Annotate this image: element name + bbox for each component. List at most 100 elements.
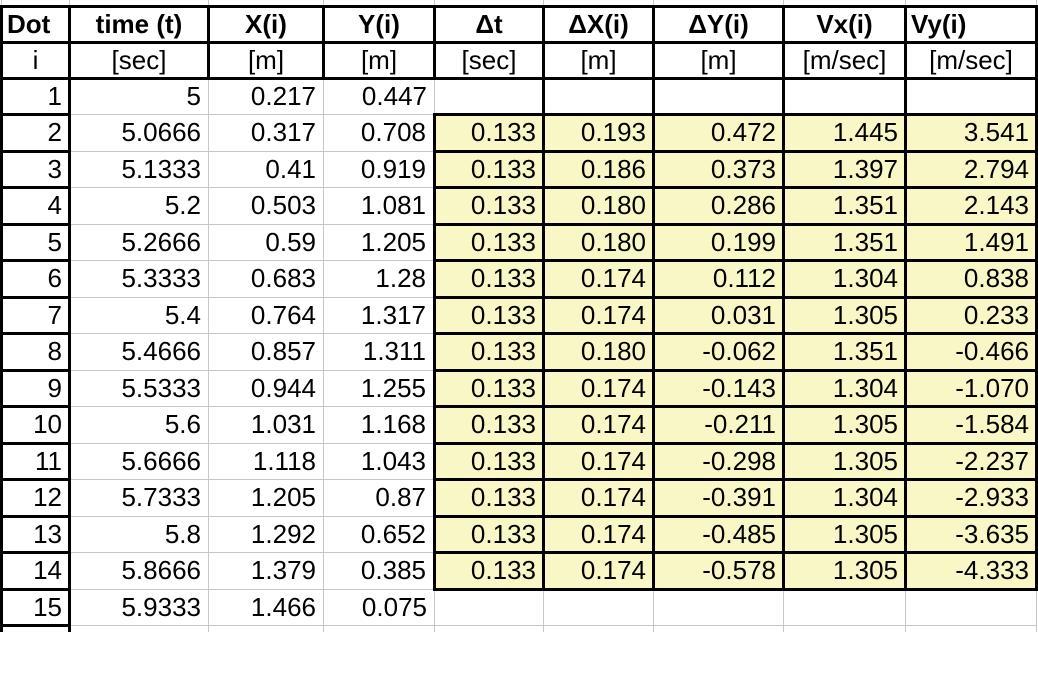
cell-x-15[interactable]: 1.466 bbox=[208, 588, 324, 626]
cell-vx-1[interactable] bbox=[782, 76, 907, 116]
cell-dot-9[interactable]: 9 bbox=[0, 368, 71, 408]
cell-y-1[interactable]: 0.447 bbox=[323, 77, 435, 115]
cell-dt-2[interactable]: 0.133 bbox=[433, 113, 545, 153]
cell-time-1[interactable]: 5 bbox=[69, 77, 209, 115]
cell-vy-10[interactable]: -1.584 bbox=[904, 405, 1038, 445]
cell-time-15[interactable]: 5.9333 bbox=[69, 588, 209, 626]
cell-x-12[interactable]: 1.205 bbox=[208, 479, 324, 517]
cell-dot-6[interactable]: 6 bbox=[0, 259, 71, 299]
cell-vy-9[interactable]: -1.070 bbox=[904, 368, 1038, 408]
cell-vy-5[interactable]: 1.491 bbox=[904, 222, 1038, 262]
cell-y-6[interactable]: 1.28 bbox=[323, 260, 435, 298]
cell-dx-7[interactable]: 0.174 bbox=[542, 295, 655, 335]
cell-x-6[interactable]: 0.683 bbox=[208, 260, 324, 298]
cell-dx-10[interactable]: 0.174 bbox=[542, 405, 655, 445]
cell-dot-13[interactable]: 13 bbox=[0, 514, 71, 554]
cell-vx-2[interactable]: 1.445 bbox=[782, 113, 907, 153]
cell-y-14[interactable]: 0.385 bbox=[323, 552, 435, 590]
cell-dy-6[interactable]: 0.112 bbox=[652, 259, 785, 299]
cell-dx-13[interactable]: 0.174 bbox=[542, 514, 655, 554]
cell-dt-10[interactable]: 0.133 bbox=[433, 405, 545, 445]
cell-time-9[interactable]: 5.5333 bbox=[69, 369, 209, 407]
cell-dx-11[interactable]: 0.174 bbox=[542, 441, 655, 481]
header-vx[interactable]: Vx(i) bbox=[782, 4, 907, 44]
cell-dy-15[interactable] bbox=[653, 588, 784, 626]
cell-y-5[interactable]: 1.205 bbox=[323, 223, 435, 261]
cell-dx-15[interactable] bbox=[543, 588, 654, 626]
cell-dy-8[interactable]: -0.062 bbox=[652, 332, 785, 372]
cell-time-10[interactable]: 5.6 bbox=[69, 406, 209, 444]
cell-vx-3[interactable]: 1.397 bbox=[782, 149, 907, 189]
cell-vx-11[interactable]: 1.305 bbox=[782, 441, 907, 481]
header-y[interactable]: Y(i) bbox=[322, 4, 436, 44]
cell-y-15[interactable]: 0.075 bbox=[323, 588, 435, 626]
header-x[interactable]: X(i) bbox=[207, 4, 325, 44]
cell-vy-6[interactable]: 0.838 bbox=[904, 259, 1038, 299]
cell-dt-5[interactable]: 0.133 bbox=[433, 222, 545, 262]
cell-dy-7[interactable]: 0.031 bbox=[652, 295, 785, 335]
units-time[interactable]: [sec] bbox=[68, 40, 210, 80]
cell-x-2[interactable]: 0.317 bbox=[208, 114, 324, 152]
cell-x-11[interactable]: 1.118 bbox=[208, 442, 324, 480]
cell-dy-11[interactable]: -0.298 bbox=[652, 441, 785, 481]
cell-dx-6[interactable]: 0.174 bbox=[542, 259, 655, 299]
cell-dt-15[interactable] bbox=[434, 588, 544, 626]
cell-dt-8[interactable]: 0.133 bbox=[433, 332, 545, 372]
cell-vy-15[interactable] bbox=[905, 588, 1037, 626]
cell-dt-4[interactable]: 0.133 bbox=[433, 186, 545, 226]
cell-vy-4[interactable]: 2.143 bbox=[904, 186, 1038, 226]
units-dot[interactable]: i bbox=[0, 40, 71, 80]
cell-dot-4[interactable]: 4 bbox=[0, 186, 71, 226]
units-dt[interactable]: [sec] bbox=[433, 40, 545, 80]
cell-x-3[interactable]: 0.41 bbox=[208, 150, 324, 188]
cell-vy-14[interactable]: -4.333 bbox=[904, 551, 1038, 591]
cell-dt-3[interactable]: 0.133 bbox=[433, 149, 545, 189]
cell-time-6[interactable]: 5.3333 bbox=[69, 260, 209, 298]
header-dy[interactable]: ΔY(i) bbox=[652, 4, 785, 44]
cell-dot-15[interactable]: 15 bbox=[0, 587, 71, 627]
cell-y-12[interactable]: 0.87 bbox=[323, 479, 435, 517]
cell-x-1[interactable]: 0.217 bbox=[208, 77, 324, 115]
cell-dot-8[interactable]: 8 bbox=[0, 332, 71, 372]
cell-x-9[interactable]: 0.944 bbox=[208, 369, 324, 407]
cell-vy-3[interactable]: 2.794 bbox=[904, 149, 1038, 189]
cell-time-14[interactable]: 5.8666 bbox=[69, 552, 209, 590]
cell-y-4[interactable]: 1.081 bbox=[323, 187, 435, 225]
cell-time-4[interactable]: 5.2 bbox=[69, 187, 209, 225]
cell-x-8[interactable]: 0.857 bbox=[208, 333, 324, 371]
units-y[interactable]: [m] bbox=[322, 40, 436, 80]
cell-dot-2[interactable]: 2 bbox=[0, 113, 71, 153]
cell-x-10[interactable]: 1.031 bbox=[208, 406, 324, 444]
cell-vx-9[interactable]: 1.304 bbox=[782, 368, 907, 408]
cell-dot-10[interactable]: 10 bbox=[0, 405, 71, 445]
cell-dot-11[interactable]: 11 bbox=[0, 441, 71, 481]
cell-y-8[interactable]: 1.311 bbox=[323, 333, 435, 371]
cell-time-5[interactable]: 5.2666 bbox=[69, 223, 209, 261]
header-vy[interactable]: Vy(i) bbox=[904, 4, 1038, 44]
cell-x-7[interactable]: 0.764 bbox=[208, 296, 324, 334]
units-dx[interactable]: [m] bbox=[542, 40, 655, 80]
header-dx[interactable]: ΔX(i) bbox=[542, 4, 655, 44]
cell-x-13[interactable]: 1.292 bbox=[208, 515, 324, 553]
cell-dt-14[interactable]: 0.133 bbox=[433, 551, 545, 591]
cell-dx-1[interactable] bbox=[542, 76, 655, 116]
cell-dt-13[interactable]: 0.133 bbox=[433, 514, 545, 554]
cell-vy-2[interactable]: 3.541 bbox=[904, 113, 1038, 153]
cell-time-8[interactable]: 5.4666 bbox=[69, 333, 209, 371]
cell-vy-12[interactable]: -2.933 bbox=[904, 478, 1038, 518]
cell-dy-14[interactable]: -0.578 bbox=[652, 551, 785, 591]
cell-vx-8[interactable]: 1.351 bbox=[782, 332, 907, 372]
header-dot[interactable]: Dot bbox=[0, 4, 71, 44]
cell-vx-7[interactable]: 1.305 bbox=[782, 295, 907, 335]
cell-dot-1[interactable]: 1 bbox=[0, 76, 71, 116]
cell-vy-8[interactable]: -0.466 bbox=[904, 332, 1038, 372]
cell-dx-9[interactable]: 0.174 bbox=[542, 368, 655, 408]
cell-time-2[interactable]: 5.0666 bbox=[69, 114, 209, 152]
cell-x-5[interactable]: 0.59 bbox=[208, 223, 324, 261]
cell-x-14[interactable]: 1.379 bbox=[208, 552, 324, 590]
cell-vy-7[interactable]: 0.233 bbox=[904, 295, 1038, 335]
cell-dot-3[interactable]: 3 bbox=[0, 149, 71, 189]
cell-dot-7[interactable]: 7 bbox=[0, 295, 71, 335]
cell-dy-4[interactable]: 0.286 bbox=[652, 186, 785, 226]
cell-vx-14[interactable]: 1.305 bbox=[782, 551, 907, 591]
